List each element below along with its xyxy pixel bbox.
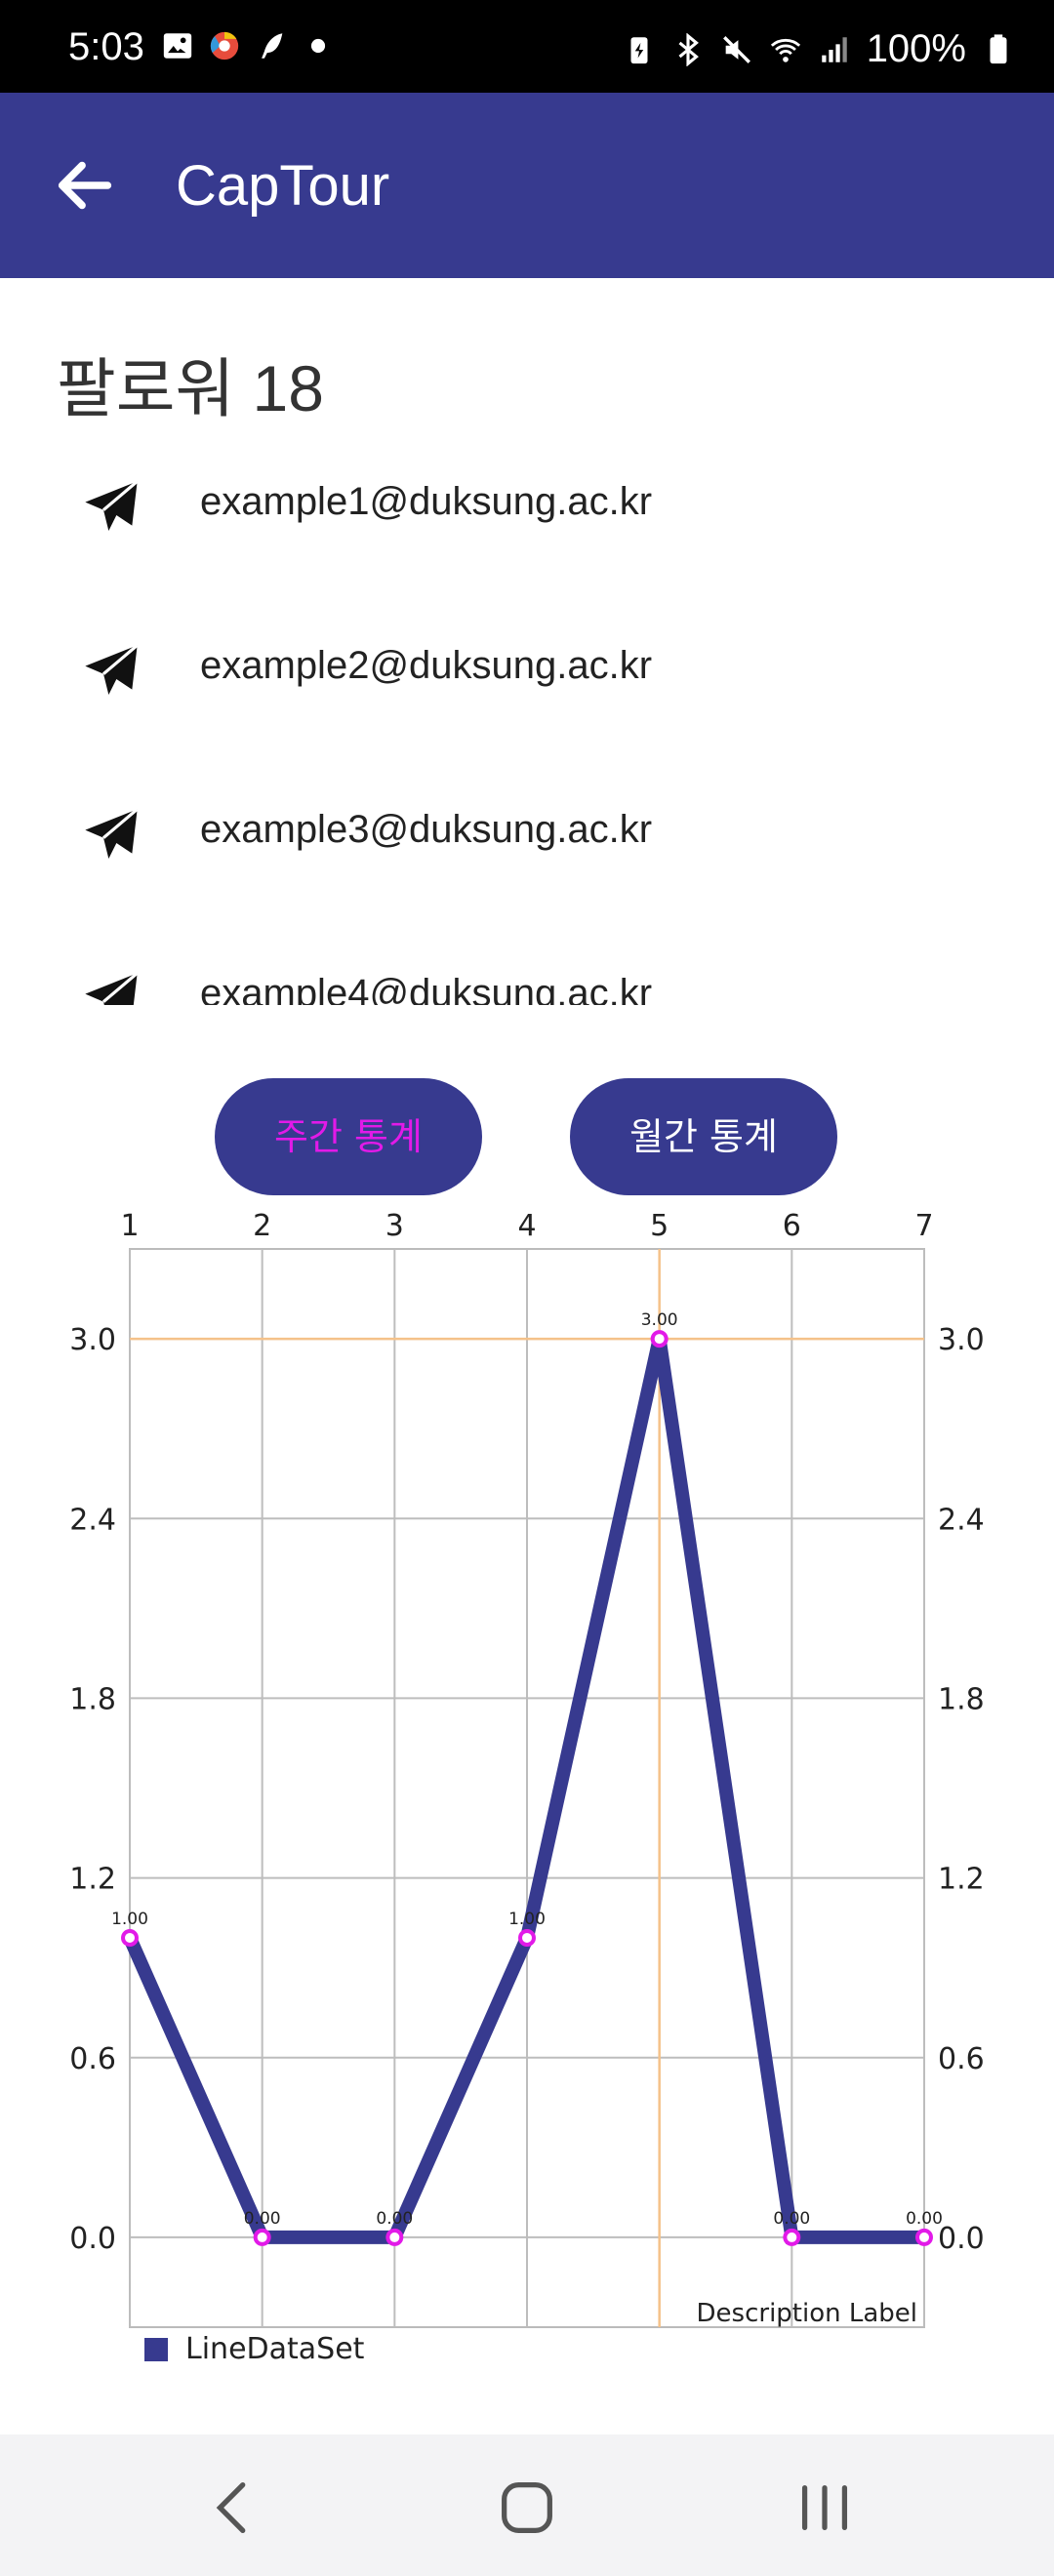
y-tick-label-left: 3.0 [69,1323,116,1357]
data-point [121,1928,139,1947]
y-tick-label-left: 2.4 [69,1503,116,1537]
y-tick-label-right: 1.2 [938,1863,985,1897]
list-item[interactable]: example2@duksung.ac.kr [0,623,1054,786]
weekly-stats-button[interactable]: 주간 통계 [215,1078,482,1195]
x-tick-label: 4 [517,1209,536,1243]
data-value-label: 0.00 [773,2209,810,2229]
y-tick-label-left: 0.0 [69,2222,116,2256]
y-tick-label-right: 2.4 [938,1503,985,1537]
x-tick-label: 3 [385,1209,404,1243]
data-value-label: 0.00 [376,2209,413,2229]
y-tick-label-left: 0.6 [69,2042,116,2076]
data-point [385,2228,404,2246]
y-tick-label-right: 0.6 [938,2042,985,2076]
battery-percent: 100% [866,27,966,70]
chart-description: Description Label [696,2299,917,2328]
y-tick-label-right: 0.0 [938,2222,985,2256]
home-nav-icon[interactable] [493,2474,561,2542]
list-item[interactable]: example1@duksung.ac.kr [0,459,1054,623]
x-tick-label: 2 [253,1209,271,1243]
feather-icon [262,33,283,59]
data-point [915,2228,933,2246]
x-tick-label: 6 [783,1209,801,1243]
navigation-bar [0,2435,1054,2576]
list-item[interactable]: example4@duksung.ac.kr [0,950,1054,1005]
followers-title: 팔로워 18 [57,352,324,424]
x-tick-label: 5 [650,1209,669,1243]
x-tick-label: 1 [120,1209,139,1243]
status-time: 5:03 [68,25,144,68]
follower-email: example3@duksung.ac.kr [200,808,653,851]
image-icon [163,33,192,59]
data-point [650,1330,669,1348]
chart-legend: LineDataSet [144,2332,364,2366]
follower-email: example4@duksung.ac.kr [200,972,653,1005]
paper-plane-icon [85,808,139,859]
data-value-label: 0.00 [906,2209,943,2229]
x-tick-label: 7 [914,1209,933,1243]
paper-plane-icon [85,480,139,531]
signal-icon [821,36,847,62]
app-bar: CapTour [0,93,1054,278]
recents-nav-icon[interactable] [790,2474,859,2542]
followers-list[interactable]: example1@duksung.ac.kr example2@duksung.… [0,459,1054,1005]
y-tick-label-left: 1.2 [69,1863,116,1897]
mute-icon [722,35,750,63]
y-tick-label-right: 1.8 [938,1682,985,1716]
data-point [253,2228,271,2246]
list-item[interactable]: example3@duksung.ac.kr [0,786,1054,950]
back-nav-icon[interactable] [200,2474,268,2542]
chrome-like-icon [210,31,239,60]
back-arrow-icon[interactable] [51,151,119,220]
data-point [518,1928,536,1947]
legend-swatch [144,2337,168,2361]
paper-plane-icon [85,644,139,695]
status-bar: 5:03 100% [0,0,1054,93]
follower-email: example1@duksung.ac.kr [200,480,653,523]
battery-icon [990,33,1007,63]
battery-saver-icon [630,36,648,63]
follower-email: example2@duksung.ac.kr [200,644,653,687]
app-title: CapTour [176,154,390,218]
line-chart[interactable]: 1 2 3 4 5 6 7 0.0 0.0 0.6 0.6 1.2 1.2 1.8 1.8 2.4 2.4 3.0… [0,1190,1054,2381]
dot-icon [310,38,326,54]
data-value-label: 1.00 [508,1910,546,1929]
legend-label: LineDataSet [185,2332,365,2366]
data-value-label: 1.00 [111,1910,148,1929]
bluetooth-icon [678,32,699,66]
data-value-label: 0.00 [244,2209,281,2229]
paper-plane-icon [85,972,139,1005]
data-value-label: 3.00 [641,1310,678,1330]
y-tick-label-left: 1.8 [69,1682,116,1716]
wifi-icon [770,38,800,62]
data-point [783,2228,801,2246]
monthly-stats-button[interactable]: 월간 통계 [570,1078,837,1195]
y-tick-label-right: 3.0 [938,1323,985,1357]
